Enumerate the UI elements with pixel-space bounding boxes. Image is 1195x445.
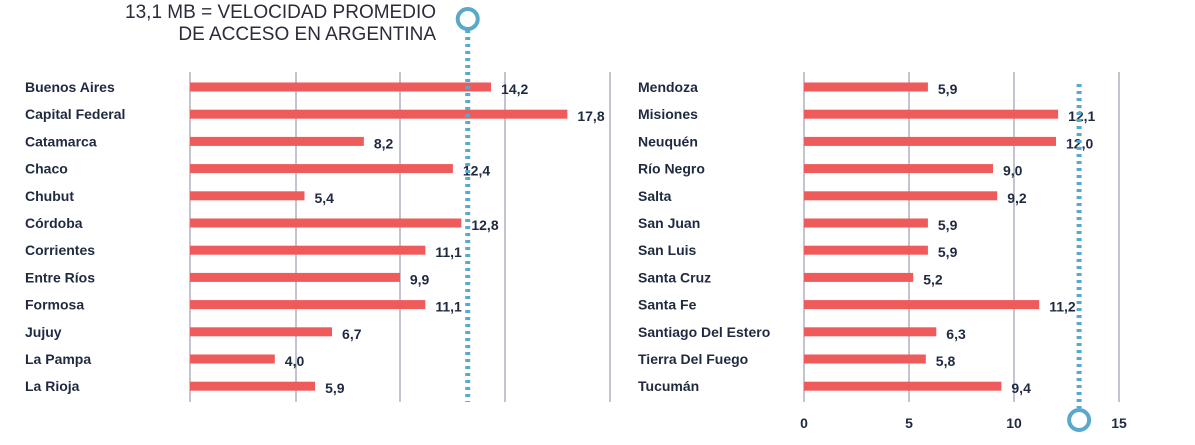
right-bar-11 xyxy=(804,381,1002,391)
left-value-label-2: 8,2 xyxy=(374,135,394,151)
left-category-label-7: Entre Ríos xyxy=(25,269,95,285)
right-value-label-7: 5,2 xyxy=(923,271,943,287)
right-x-tick-2: 10 xyxy=(1006,415,1022,431)
right-bar-8 xyxy=(804,300,1040,310)
right-bar-6 xyxy=(804,245,928,255)
right-bar-2 xyxy=(804,136,1056,146)
left-value-label-3: 12,4 xyxy=(463,163,490,179)
left-value-label-8: 11,1 xyxy=(435,299,462,315)
left-category-label-1: Capital Federal xyxy=(25,106,125,122)
left-value-label-1: 17,8 xyxy=(577,108,604,124)
right-value-label-4: 9,2 xyxy=(1007,190,1027,206)
left-bar-0 xyxy=(190,82,492,92)
left-value-label-7: 9,9 xyxy=(410,271,430,287)
right-category-label-8: Santa Fe xyxy=(638,297,697,313)
right-category-label-1: Misiones xyxy=(638,106,698,122)
left-bar-9 xyxy=(190,327,333,337)
left-category-label-6: Corrientes xyxy=(25,242,95,258)
right-category-label-11: Tucumán xyxy=(638,378,699,394)
left-bar-7 xyxy=(190,272,400,282)
right-category-label-10: Tierra Del Fuego xyxy=(638,351,748,367)
right-category-label-0: Mendoza xyxy=(638,79,698,95)
left-value-label-9: 6,7 xyxy=(342,326,362,342)
right-reference-marker xyxy=(1067,408,1092,432)
left-category-label-11: La Rioja xyxy=(25,378,80,394)
left-category-label-2: Catamarca xyxy=(25,133,97,149)
left-value-label-10: 4,0 xyxy=(285,353,305,369)
right-value-label-10: 5,8 xyxy=(936,353,956,369)
right-value-label-3: 9,0 xyxy=(1003,163,1023,179)
right-value-label-2: 12,0 xyxy=(1066,135,1093,151)
right-value-label-6: 5,9 xyxy=(938,244,958,260)
right-bar-4 xyxy=(804,191,998,201)
left-bar-1 xyxy=(190,109,568,119)
right-value-label-5: 5,9 xyxy=(938,217,958,233)
right-value-label-11: 9,4 xyxy=(1011,380,1031,396)
left-category-label-9: Jujuy xyxy=(25,324,62,340)
right-value-label-8: 11,2 xyxy=(1049,299,1076,315)
right-bar-9 xyxy=(804,327,937,337)
left-value-label-4: 5,4 xyxy=(314,190,334,206)
left-category-label-5: Córdoba xyxy=(25,215,83,231)
right-x-tick-1: 5 xyxy=(905,415,913,431)
annotation-line-2: DE ACCESO EN ARGENTINA xyxy=(178,24,436,45)
right-bar-7 xyxy=(804,272,914,282)
left-bar-2 xyxy=(190,136,364,146)
left-value-label-5: 12,8 xyxy=(471,217,498,233)
right-x-tick-3: 15 xyxy=(1111,415,1127,431)
right-x-tick-0: 0 xyxy=(800,415,808,431)
annotation-line-1: 13,1 MB = VELOCIDAD PROMEDIO xyxy=(125,2,436,23)
left-category-label-10: La Pampa xyxy=(25,351,91,367)
right-category-label-6: San Luis xyxy=(638,242,697,258)
right-value-label-0: 5,9 xyxy=(938,81,958,97)
right-value-label-9: 6,3 xyxy=(946,326,966,342)
right-category-label-5: San Juan xyxy=(638,215,700,231)
left-category-label-8: Formosa xyxy=(25,297,84,313)
right-category-label-7: Santa Cruz xyxy=(638,269,711,285)
left-value-label-11: 5,9 xyxy=(325,380,345,396)
left-bar-8 xyxy=(190,300,426,310)
left-bar-4 xyxy=(190,191,305,201)
right-value-label-1: 12,1 xyxy=(1068,108,1095,124)
right-category-label-3: Río Negro xyxy=(638,161,705,177)
left-bar-6 xyxy=(190,245,426,255)
right-category-label-2: Neuquén xyxy=(638,133,698,149)
left-value-label-6: 11,1 xyxy=(435,244,462,260)
right-bar-1 xyxy=(804,109,1059,119)
left-bar-5 xyxy=(190,218,462,228)
left-value-label-0: 14,2 xyxy=(501,81,528,97)
right-category-label-4: Salta xyxy=(638,188,672,204)
left-reference-marker xyxy=(455,7,480,31)
right-bar-0 xyxy=(804,82,928,92)
left-bar-10 xyxy=(190,354,275,364)
reference-annotation: 13,1 MB = VELOCIDAD PROMEDIO DE ACCESO E… xyxy=(70,2,436,46)
left-bar-3 xyxy=(190,164,453,174)
left-category-label-3: Chaco xyxy=(25,161,68,177)
right-bar-10 xyxy=(804,354,926,364)
left-category-label-0: Buenos Aires xyxy=(25,79,115,95)
right-category-label-9: Santiago Del Estero xyxy=(638,324,770,340)
left-category-label-4: Chubut xyxy=(25,188,74,204)
right-bar-3 xyxy=(804,164,993,174)
right-bar-5 xyxy=(804,218,928,228)
left-bar-11 xyxy=(190,381,316,391)
